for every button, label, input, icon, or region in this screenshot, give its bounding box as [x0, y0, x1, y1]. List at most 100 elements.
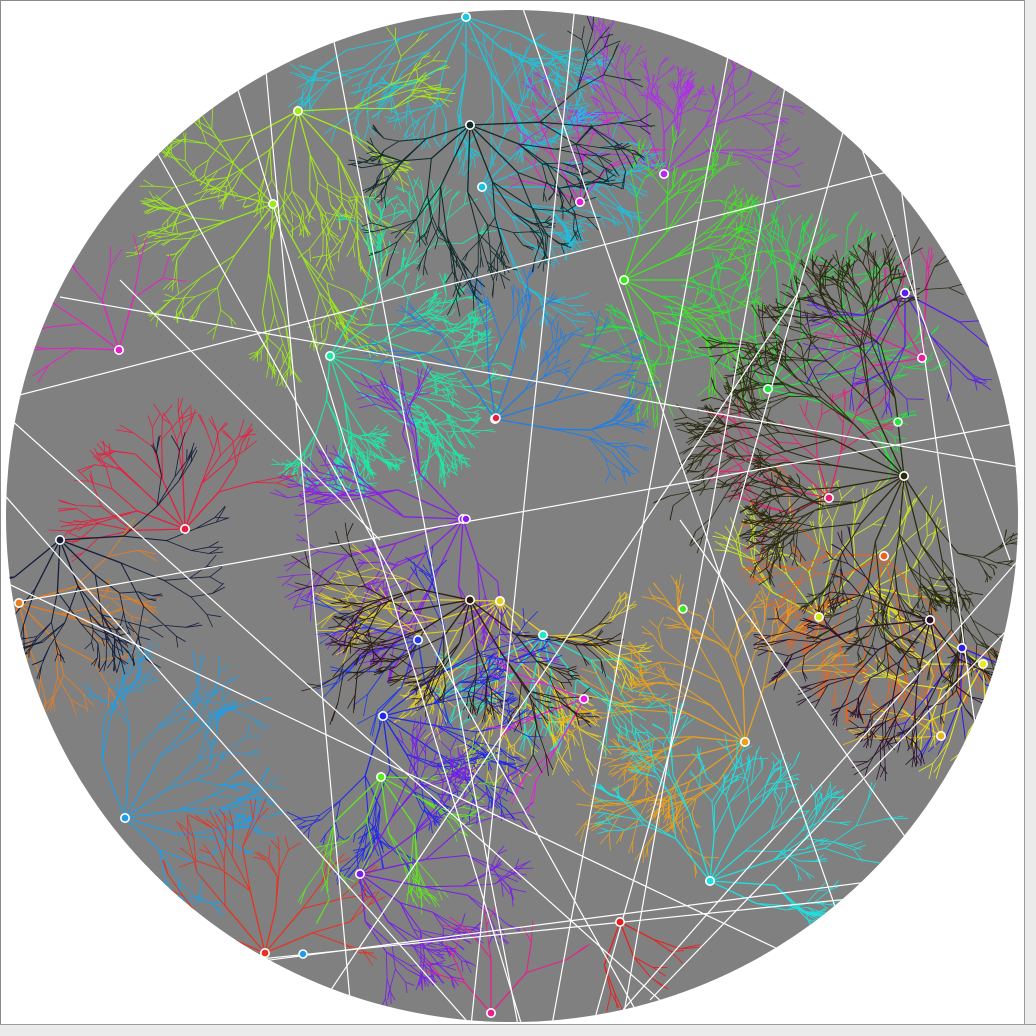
branch-segment — [419, 104, 443, 119]
branch-segment — [643, 75, 651, 84]
branch-segment — [498, 151, 510, 159]
branch-segment — [764, 113, 780, 118]
branch-segment — [297, 80, 311, 89]
branch-segment — [297, 110, 311, 155]
branch-segment — [305, 75, 331, 81]
branch-segment — [651, 93, 657, 99]
branch-segment — [427, 96, 437, 105]
branch-segment — [624, 55, 626, 71]
branch-segment — [219, 195, 227, 203]
branch-segment — [410, 89, 424, 92]
branch-segment — [335, 194, 349, 202]
branch-segment — [46, 347, 75, 350]
branch-segment — [272, 203, 303, 257]
branch-segment — [519, 148, 523, 163]
branch-segment — [297, 248, 310, 259]
branch-segment — [791, 161, 805, 168]
branch-segment — [353, 210, 357, 221]
branch-segment — [289, 348, 291, 367]
branch-segment — [767, 177, 775, 197]
branch-segment — [226, 178, 232, 191]
branch-segment — [779, 132, 785, 143]
branch-segment — [662, 104, 675, 115]
branch-segment — [346, 198, 357, 233]
branch-segment — [673, 169, 676, 177]
branch-segment — [522, 149, 524, 164]
branch-segment — [289, 72, 306, 77]
branch-segment — [326, 282, 350, 293]
branch-segment — [358, 75, 373, 109]
branch-segment — [326, 263, 334, 281]
branch-segment — [443, 16, 467, 66]
branch-segment — [566, 55, 575, 60]
branch-segment — [417, 69, 437, 80]
branch-segment — [379, 91, 391, 108]
branch-segment — [329, 319, 343, 331]
branch-segment — [299, 211, 304, 226]
branch-segment — [302, 94, 315, 108]
branch-segment — [683, 84, 690, 89]
branch-segment — [329, 232, 343, 244]
branch-segment — [680, 89, 683, 112]
branch-segment — [373, 86, 382, 93]
branch-segment — [346, 37, 401, 51]
branch-segment — [285, 372, 289, 389]
colony-chartreuse-left — [125, 67, 392, 389]
branch-segment — [656, 65, 661, 81]
branch-segment — [253, 205, 258, 213]
branch-segment — [312, 321, 315, 339]
branch-segment — [738, 149, 759, 157]
branch-segment — [537, 62, 551, 67]
branch-segment — [415, 33, 429, 43]
branch-segment — [298, 225, 305, 237]
branch-segment — [704, 109, 712, 112]
branch-segment — [432, 51, 441, 62]
branch-segment — [326, 183, 349, 198]
branch-segment — [663, 126, 706, 175]
branch-segment — [377, 97, 388, 104]
branch-segment — [704, 97, 728, 128]
branch-segment — [624, 55, 637, 71]
branch-segment — [654, 98, 664, 106]
branch-segment — [329, 254, 332, 272]
branch-segment — [109, 246, 112, 268]
branch-segment — [529, 142, 536, 156]
branch-segment — [635, 86, 648, 100]
branch-segment — [350, 315, 359, 321]
branch-segment — [682, 66, 687, 77]
branch-segment — [570, 111, 583, 115]
branch-segment — [369, 62, 395, 72]
branch-segment — [400, 41, 417, 57]
branch-segment — [588, 68, 598, 73]
branch-segment — [387, 85, 405, 98]
branch-segment — [394, 27, 397, 40]
branch-segment — [660, 110, 665, 134]
branch-segment — [345, 116, 358, 122]
branch-segment — [397, 115, 401, 129]
branch-segment — [408, 117, 421, 129]
branch-segment — [602, 51, 609, 81]
branch-segment — [779, 137, 792, 144]
branch-segment — [620, 40, 627, 54]
branch-segment — [655, 88, 659, 98]
branch-segment — [649, 82, 653, 96]
branch-segment — [301, 256, 320, 293]
branch-segment — [392, 95, 421, 109]
branch-segment — [698, 85, 704, 92]
branch-segment — [456, 146, 462, 155]
branch-segment — [677, 90, 683, 110]
branch-segment — [330, 204, 343, 217]
branch-segment — [680, 68, 684, 77]
branch-segment — [355, 198, 380, 228]
branch-segment — [525, 135, 529, 145]
branch-segment — [509, 102, 518, 125]
branch-segment — [604, 55, 617, 70]
branch-segment — [390, 56, 402, 85]
branch-segment — [340, 77, 352, 86]
branch-segment — [288, 159, 293, 191]
branch-segment — [356, 230, 360, 241]
branch-segment — [576, 59, 594, 63]
branch-segment — [381, 86, 389, 95]
branch-segment — [407, 135, 418, 141]
